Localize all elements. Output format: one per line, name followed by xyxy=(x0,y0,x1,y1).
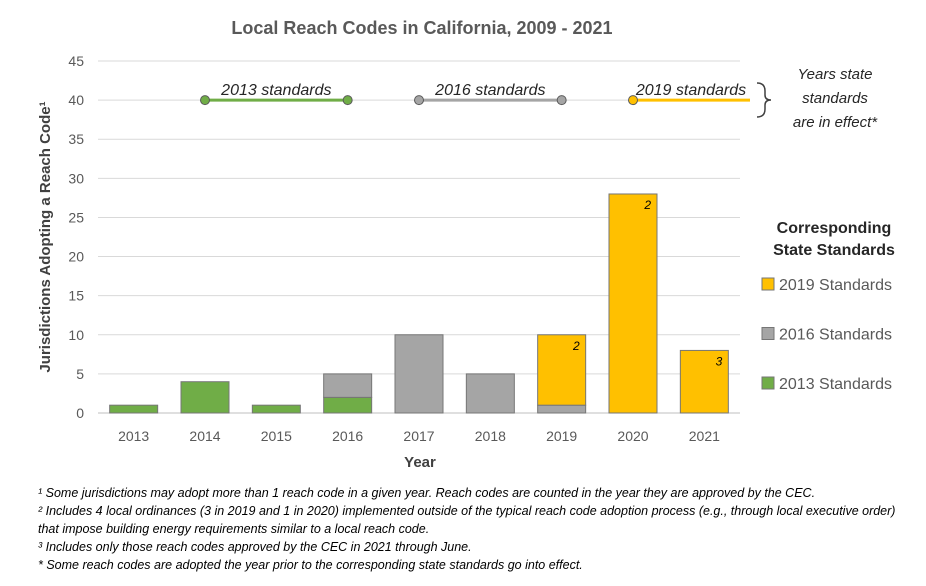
bar-note: 2 xyxy=(643,198,651,212)
legend-label: 2013 Standards xyxy=(779,376,892,393)
y-axis-label: Jurisdictions Adopting a Reach Code¹ xyxy=(37,101,54,372)
standards-period-label: 2016 standards xyxy=(434,82,545,99)
period-end-marker xyxy=(556,95,567,106)
y-tick-label: 40 xyxy=(68,92,84,108)
bar-segment xyxy=(608,193,658,414)
footnote-2: ² Includes 4 local ordinances (3 in 2019… xyxy=(38,504,896,536)
y-tick-label: 45 xyxy=(68,53,84,69)
period-start-marker xyxy=(200,95,210,106)
bar-segment xyxy=(323,373,373,398)
bar-segment xyxy=(180,381,230,414)
bar-segment xyxy=(679,349,729,414)
footnote-1: ¹ Some jurisdictions may adopt more than… xyxy=(38,486,816,500)
x-tick-label: 2014 xyxy=(189,428,220,444)
x-tick-label: 2019 xyxy=(546,428,577,444)
period-end-marker xyxy=(342,95,353,106)
legend-swatch xyxy=(761,277,775,291)
period-start-marker xyxy=(414,95,424,106)
period-start-marker xyxy=(628,95,638,106)
bar-note: 2 xyxy=(572,339,580,353)
chart: Local Reach Codes in California, 2009 - … xyxy=(37,18,895,471)
bar-segment xyxy=(109,404,159,414)
legend-title-line: State Standards xyxy=(773,242,895,259)
bar-segment xyxy=(323,396,373,414)
y-tick-label: 15 xyxy=(68,288,84,304)
x-axis-label: Year xyxy=(404,454,436,471)
x-tick-label: 2021 xyxy=(689,428,720,444)
x-tick-label: 2017 xyxy=(403,428,434,444)
bar-segment xyxy=(537,404,587,414)
standards-period-label: 2013 standards xyxy=(220,82,331,99)
y-tick-label: 30 xyxy=(68,170,84,186)
bar-segment xyxy=(394,334,444,414)
x-tick-label: 2018 xyxy=(475,428,506,444)
x-tick-label: 2016 xyxy=(332,428,363,444)
bar-note: 3 xyxy=(716,354,723,368)
bar-segment xyxy=(251,404,301,414)
y-tick-label: 10 xyxy=(68,327,84,343)
chart-title: Local Reach Codes in California, 2009 - … xyxy=(231,18,612,38)
y-tick-label: 25 xyxy=(68,209,84,225)
footnote-4: * Some reach codes are adopted the year … xyxy=(38,558,583,572)
standards-period-label: 2019 standards xyxy=(635,82,746,99)
annotation-line-3: are in effect* xyxy=(793,114,878,131)
bar-segment xyxy=(537,334,587,406)
x-tick-label: 2015 xyxy=(261,428,292,444)
legend-label: 2016 Standards xyxy=(779,327,892,344)
legend-swatch xyxy=(761,376,775,390)
annotation-line-1: Years state xyxy=(797,66,872,83)
legend-label: 2019 Standards xyxy=(779,277,892,294)
y-tick-label: 20 xyxy=(68,249,84,265)
brace-icon xyxy=(756,82,772,118)
legend-swatch xyxy=(761,327,775,340)
x-tick-label: 2013 xyxy=(118,428,149,444)
bar-segment xyxy=(465,373,515,414)
y-tick-label: 35 xyxy=(68,131,84,147)
y-tick-label: 5 xyxy=(76,366,84,382)
y-tick-label: 0 xyxy=(76,405,84,421)
annotation-line-2: standards xyxy=(802,90,868,107)
legend-title-line: Corresponding xyxy=(777,220,892,237)
x-tick-label: 2020 xyxy=(617,428,648,444)
footnote-3: ³ Includes only those reach codes approv… xyxy=(38,540,472,554)
